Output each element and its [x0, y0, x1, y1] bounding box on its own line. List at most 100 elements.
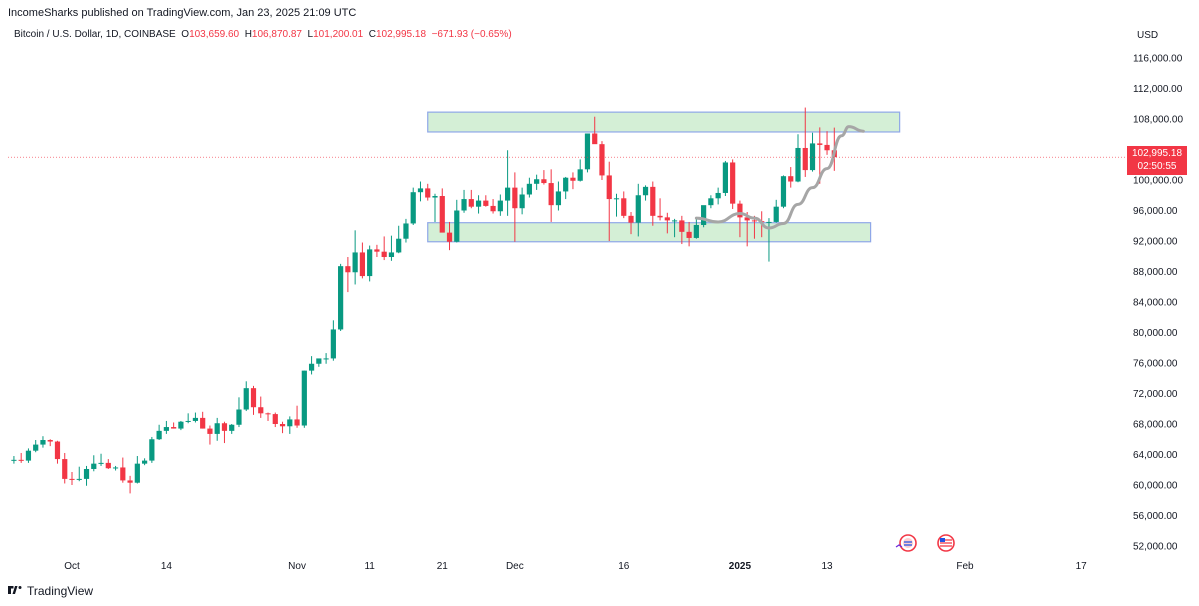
candle-body: [62, 459, 68, 479]
us-flag-event-icon[interactable]: [937, 534, 955, 552]
candle-body: [570, 177, 576, 181]
candle: [737, 200, 743, 238]
x-tick-label: Feb: [956, 561, 974, 572]
candle-body: [686, 231, 692, 238]
tradingview-logo[interactable]: TradingView: [8, 584, 93, 598]
candle-body: [229, 424, 235, 431]
candle-body: [555, 191, 562, 206]
candle-body: [396, 238, 402, 253]
candle: [570, 172, 576, 190]
x-tick-label: 11: [364, 561, 375, 572]
candle-body: [751, 220, 758, 222]
candle: [599, 141, 605, 180]
candle: [439, 188, 445, 233]
candle-body: [352, 252, 358, 273]
candle: [105, 459, 111, 469]
candle-body: [737, 203, 743, 218]
candle: [25, 448, 32, 463]
candle: [628, 212, 634, 235]
candle-body: [446, 232, 453, 242]
candle: [134, 456, 140, 484]
candle: [192, 412, 199, 423]
open-label: O: [181, 29, 190, 40]
candle-body: [178, 421, 184, 429]
candle: [149, 436, 155, 463]
candle-body: [773, 206, 779, 222]
candle: [11, 456, 17, 464]
candle: [606, 161, 612, 241]
candle: [505, 150, 511, 216]
time-axis[interactable]: Oct 14 Nov 11 21 Dec 16 2025 13 Feb 17: [64, 561, 1087, 572]
candle-body: [367, 249, 373, 277]
candle: [650, 181, 656, 226]
candle: [584, 133, 591, 173]
candle-body: [258, 407, 264, 414]
candle: [163, 420, 169, 434]
candle-body: [47, 440, 53, 442]
candle-body: [563, 177, 569, 192]
candle-body: [671, 220, 678, 222]
projection-path[interactable]: [694, 125, 865, 230]
candle-body: [425, 188, 431, 198]
candle: [323, 353, 329, 364]
candle: [381, 236, 387, 261]
candle: [352, 230, 358, 285]
candle-body: [526, 183, 532, 195]
x-tick-label: 17: [1076, 561, 1088, 572]
calendar-event-icon[interactable]: [895, 534, 917, 552]
y-tick-label: 64,000.00: [1133, 450, 1178, 461]
candle: [824, 131, 830, 155]
x-tick-label: 2025: [729, 561, 752, 572]
y-tick-label: 88,000.00: [1133, 267, 1178, 278]
candle: [83, 465, 90, 486]
candle-body: [817, 143, 823, 145]
candle: [178, 420, 184, 431]
last-price-value: 102,995.18: [1131, 148, 1183, 159]
candle: [207, 425, 213, 445]
candle-body: [657, 215, 663, 218]
candle-body: [613, 198, 620, 200]
event-icons[interactable]: [895, 534, 955, 552]
candle-body: [410, 192, 416, 224]
x-tick-label: Dec: [506, 561, 524, 572]
y-tick-label: 80,000.00: [1133, 328, 1178, 339]
currency-label[interactable]: USD: [1137, 30, 1159, 41]
y-tick-label: 108,000.00: [1133, 115, 1183, 126]
candle: [279, 421, 286, 434]
candle-body: [185, 420, 191, 422]
candle-body: [664, 217, 670, 221]
candle-body: [417, 188, 424, 193]
candle-body: [214, 423, 220, 434]
candle: [613, 193, 620, 217]
x-tick-label: 16: [618, 561, 630, 572]
candle: [519, 187, 525, 215]
candle: [127, 475, 133, 494]
support-zone[interactable]: [427, 222, 872, 243]
candle: [722, 160, 728, 197]
candle-body: [519, 194, 525, 209]
price-axis[interactable]: 116,000.00112,000.00108,000.00104,000.00…: [1133, 54, 1183, 553]
candle: [744, 212, 750, 247]
x-tick-label: Nov: [288, 561, 306, 572]
candle: [316, 358, 322, 367]
resistance-zone[interactable]: [427, 111, 901, 133]
symbol-name[interactable]: Bitcoin / U.S. Dollar, 1D, COINBASE: [14, 29, 176, 40]
candle-body: [345, 266, 351, 273]
candle: [671, 218, 678, 238]
candle: [534, 174, 540, 190]
candle-body: [388, 252, 395, 258]
candle-body: [265, 413, 271, 415]
y-tick-label: 100,000.00: [1133, 176, 1183, 187]
candle: [258, 396, 264, 418]
y-tick-label: 68,000.00: [1133, 420, 1178, 431]
high-value: 106,870.87: [251, 29, 302, 40]
candle-body: [11, 459, 17, 461]
x-tick-label: 14: [161, 561, 173, 572]
candle: [40, 436, 46, 448]
candle: [635, 183, 641, 237]
candle: [47, 439, 53, 447]
tradingview-logo-icon: [8, 585, 22, 594]
candle-body: [250, 388, 257, 408]
candle: [780, 175, 787, 209]
